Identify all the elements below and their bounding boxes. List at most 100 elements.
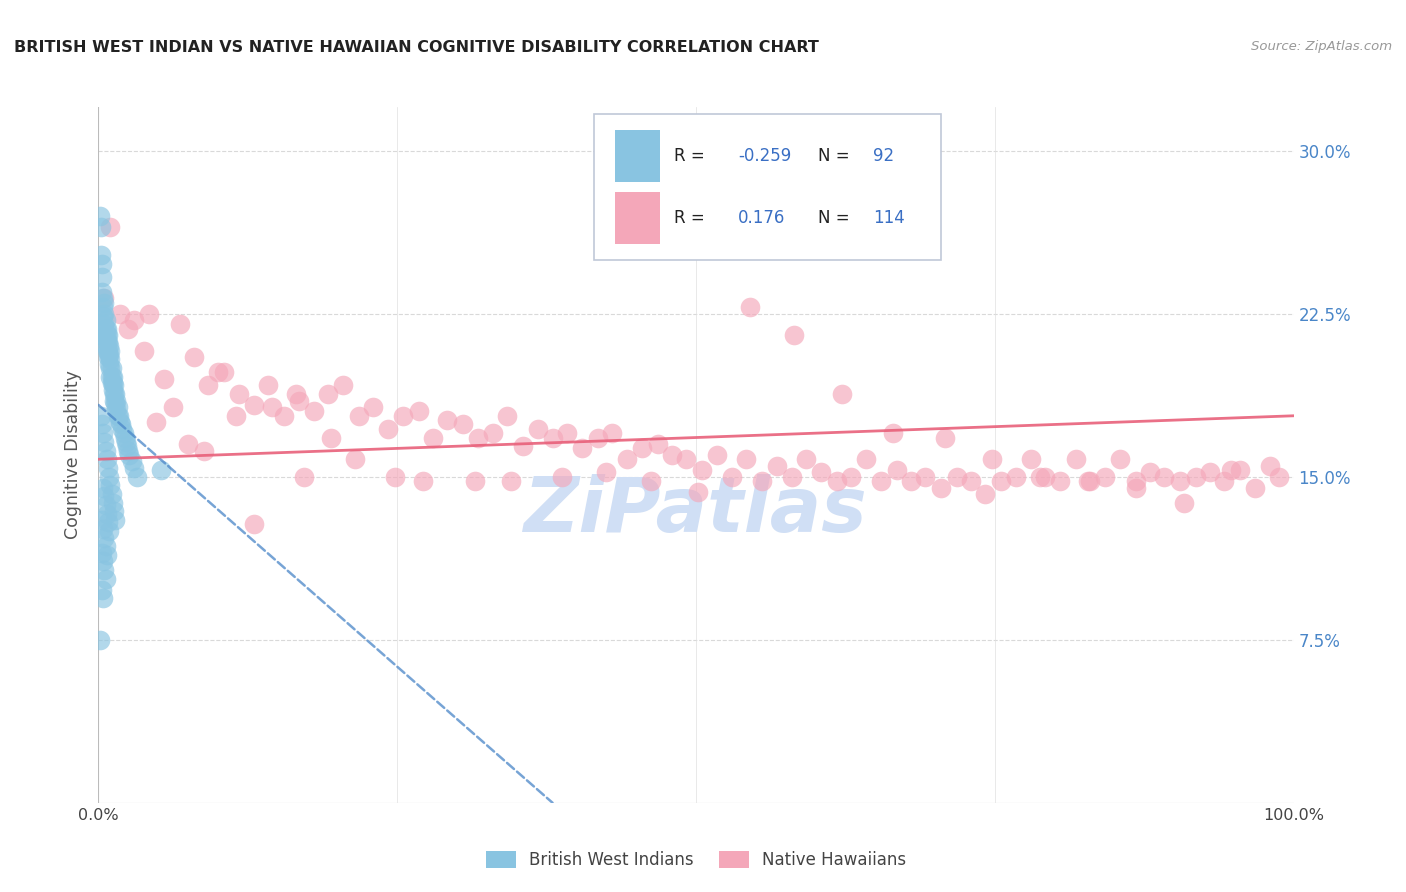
Point bbox=[675, 452, 697, 467]
Point bbox=[422, 430, 444, 444]
Point bbox=[783, 328, 806, 343]
Point bbox=[101, 376, 124, 391]
Point bbox=[914, 469, 936, 483]
Point bbox=[900, 474, 922, 488]
Point bbox=[288, 393, 311, 408]
Point bbox=[1139, 466, 1161, 480]
Point bbox=[1258, 458, 1281, 473]
Point bbox=[89, 209, 111, 223]
Point bbox=[153, 372, 176, 386]
Point bbox=[93, 531, 115, 545]
Point bbox=[855, 452, 877, 467]
Point bbox=[90, 248, 112, 262]
Text: ZiPatlas: ZiPatlas bbox=[524, 474, 868, 548]
Point bbox=[97, 516, 120, 530]
Point bbox=[451, 417, 474, 432]
Point bbox=[1064, 452, 1087, 467]
Point bbox=[1244, 481, 1267, 495]
Point bbox=[124, 313, 146, 327]
Point bbox=[94, 322, 117, 336]
Point bbox=[98, 469, 121, 483]
Point bbox=[97, 328, 120, 343]
Point bbox=[100, 369, 122, 384]
Point bbox=[104, 513, 127, 527]
Point bbox=[541, 430, 564, 444]
Point bbox=[101, 496, 124, 510]
Point bbox=[1109, 452, 1132, 467]
Point bbox=[207, 365, 229, 379]
Y-axis label: Cognitive Disability: Cognitive Disability bbox=[65, 370, 83, 540]
Point bbox=[96, 334, 118, 349]
Point bbox=[91, 309, 114, 323]
Point bbox=[91, 291, 114, 305]
Point bbox=[105, 393, 128, 408]
Point bbox=[347, 409, 370, 423]
Point bbox=[98, 524, 121, 538]
Point bbox=[825, 474, 848, 488]
Point bbox=[125, 469, 148, 483]
Point bbox=[94, 339, 117, 353]
Point bbox=[98, 219, 122, 234]
Point bbox=[96, 343, 118, 358]
Point bbox=[571, 442, 593, 456]
Point bbox=[108, 415, 131, 429]
Point bbox=[100, 376, 122, 391]
Point bbox=[149, 463, 172, 477]
Point bbox=[595, 466, 617, 480]
Point bbox=[91, 582, 114, 597]
Point bbox=[780, 469, 803, 483]
Point bbox=[661, 448, 683, 462]
Point bbox=[105, 402, 128, 417]
Point bbox=[94, 330, 117, 344]
Text: -0.259: -0.259 bbox=[738, 147, 792, 165]
Point bbox=[1184, 469, 1206, 483]
Point bbox=[93, 563, 115, 577]
Point bbox=[464, 474, 486, 488]
Point bbox=[101, 369, 124, 384]
Point bbox=[1199, 466, 1222, 480]
Point bbox=[647, 437, 669, 451]
Point bbox=[631, 442, 654, 456]
Point bbox=[90, 409, 112, 423]
Point bbox=[112, 426, 135, 441]
Point bbox=[98, 348, 121, 362]
Point bbox=[332, 378, 354, 392]
Point bbox=[121, 454, 143, 468]
Point bbox=[90, 219, 112, 234]
Point bbox=[93, 295, 115, 310]
Point bbox=[212, 365, 235, 379]
Text: Source: ZipAtlas.com: Source: ZipAtlas.com bbox=[1251, 40, 1392, 54]
Point bbox=[273, 409, 295, 423]
Point bbox=[97, 461, 120, 475]
Point bbox=[138, 307, 160, 321]
Point bbox=[527, 422, 550, 436]
Point bbox=[766, 458, 789, 473]
Point bbox=[1168, 474, 1191, 488]
Point bbox=[98, 478, 122, 492]
Point bbox=[94, 572, 117, 586]
Point bbox=[1213, 474, 1236, 488]
Point bbox=[512, 439, 534, 453]
Point bbox=[706, 448, 728, 462]
Point bbox=[1033, 469, 1056, 483]
Point bbox=[551, 469, 574, 483]
Point bbox=[344, 452, 367, 467]
Point bbox=[981, 452, 1004, 467]
Point bbox=[1125, 481, 1147, 495]
Point bbox=[260, 400, 283, 414]
Point bbox=[91, 522, 114, 536]
Point bbox=[145, 415, 167, 429]
Point bbox=[1173, 496, 1195, 510]
Point bbox=[243, 398, 266, 412]
Point bbox=[1029, 469, 1052, 483]
Point bbox=[690, 463, 713, 477]
Text: N =: N = bbox=[818, 147, 849, 165]
Point bbox=[321, 430, 343, 444]
Point bbox=[1229, 463, 1251, 477]
Point bbox=[496, 409, 519, 423]
Point bbox=[110, 417, 132, 432]
Point bbox=[115, 434, 138, 449]
FancyBboxPatch shape bbox=[614, 129, 661, 182]
Point bbox=[103, 393, 125, 408]
Point bbox=[89, 632, 111, 647]
